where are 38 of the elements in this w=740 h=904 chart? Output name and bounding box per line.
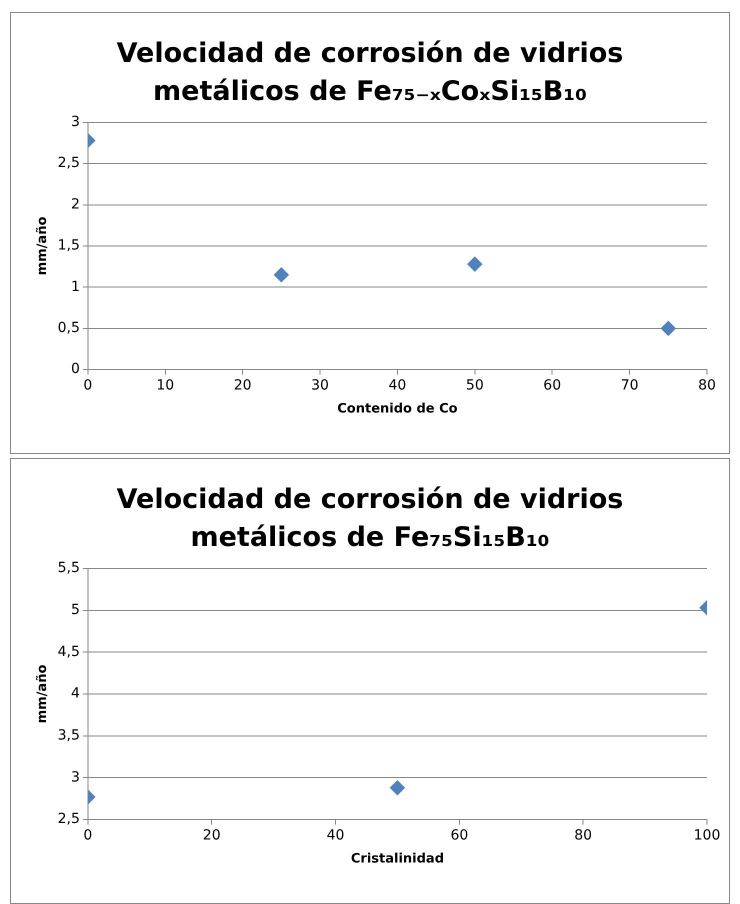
y-tick-label: 2,5 bbox=[58, 154, 80, 171]
y-tick-label: 5 bbox=[70, 602, 80, 618]
point bbox=[660, 320, 676, 336]
y-tick-label: 0,5 bbox=[58, 320, 80, 336]
y-tick-label: 2 bbox=[70, 196, 80, 212]
y-tick-label: 3 bbox=[70, 114, 80, 130]
x-tick-label: 40 bbox=[388, 377, 406, 394]
x-tick-label: 30 bbox=[311, 377, 329, 394]
chart-title: Velocidad de corrosión de vidrios metálicos de Fe₇₅₋ₓCoₓSi₁₅B₁₀ bbox=[116, 37, 624, 109]
x-tick-label: 20 bbox=[202, 827, 221, 844]
x-tick-label: 70 bbox=[620, 377, 639, 394]
x-tick-label: 80 bbox=[698, 377, 716, 394]
chart-title: Velocidad de corrosión de vidrios metálicos de Fe₇₅Si₁₅B₁₀ bbox=[116, 483, 624, 555]
y-axis-title: mm/año bbox=[35, 216, 50, 275]
y-axis-title: mm/año bbox=[35, 664, 50, 723]
x-tick-label: 0 bbox=[83, 377, 92, 394]
x-tick-label: 100 bbox=[694, 827, 720, 844]
y-tick-label: 3 bbox=[70, 768, 80, 785]
y-tick-label: 4 bbox=[70, 685, 80, 702]
y-tick-label: 0 bbox=[70, 360, 80, 377]
x-tick-label: 40 bbox=[326, 827, 344, 844]
y-tick-label: 1 bbox=[70, 278, 80, 294]
y-tick-label: 5,5 bbox=[58, 560, 80, 576]
x-tick-label: 80 bbox=[574, 827, 592, 844]
point bbox=[467, 256, 482, 272]
y-tick-label: 2,5 bbox=[58, 810, 80, 827]
x-axis-title: Cristalinidad bbox=[350, 851, 444, 866]
y-tick-label: 4,5 bbox=[58, 643, 80, 660]
x-tick-label: 50 bbox=[466, 377, 484, 394]
point bbox=[274, 266, 289, 282]
y-tick-label: 3,5 bbox=[58, 727, 80, 744]
x-axis-title: Contenido de Co bbox=[337, 401, 458, 416]
x-tick-label: 20 bbox=[234, 377, 252, 394]
x-tick-label: 10 bbox=[156, 377, 174, 394]
x-tick-label: 60 bbox=[543, 377, 562, 394]
x-tick-label: 0 bbox=[83, 827, 92, 844]
x-tick-label: 60 bbox=[450, 827, 468, 844]
y-tick-label: 1,5 bbox=[58, 237, 80, 254]
